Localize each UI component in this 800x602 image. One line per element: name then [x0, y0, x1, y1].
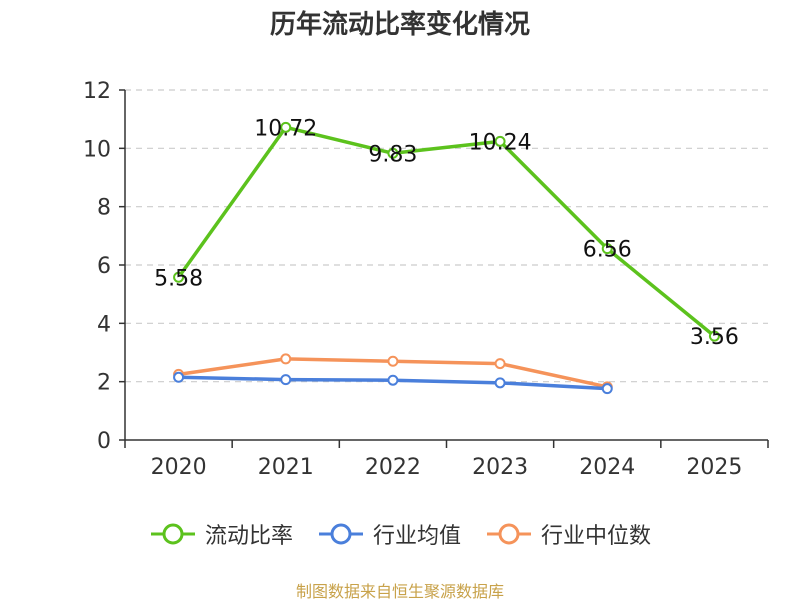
series-0-point-2025	[708, 330, 720, 342]
legend-label-industry-median: 行业中位数	[541, 524, 652, 549]
series-1-point-2022	[387, 374, 399, 386]
x-tick-label-2024: 2024	[579, 455, 635, 480]
series-0-point-2021	[280, 121, 292, 133]
y-tick-label-2: 2	[97, 371, 111, 396]
legend-item-industry-mean[interactable]: 行业均值	[317, 518, 461, 550]
data-label-2020: 5.58	[154, 266, 203, 291]
legend-item-current-ratio[interactable]: 流动比率	[149, 518, 293, 550]
legend-label-industry-mean: 行业均值	[372, 524, 461, 549]
x-tick-label-2021: 2021	[258, 455, 314, 480]
data-label-2021: 10.72	[254, 116, 317, 141]
series-2-point-2021	[280, 353, 292, 365]
legend-item-industry-median[interactable]: 行业中位数	[485, 518, 651, 550]
legend: 流动比率 行业均值 行业中位数	[0, 518, 800, 550]
y-tick-label-6: 6	[97, 254, 111, 279]
series-0-point-2020	[173, 271, 185, 283]
series-0-point-2023	[494, 135, 506, 147]
x-tick-label-2022: 2022	[365, 455, 421, 480]
series-2-point-2023	[494, 358, 506, 370]
series-1-point-2024	[601, 383, 613, 395]
series-line-0	[177, 125, 716, 338]
x-tick-label-2020: 2020	[151, 455, 207, 480]
data-source-note: 制图数据来自恒生聚源数据库	[295, 582, 504, 601]
y-tick-label-0: 0	[97, 429, 111, 454]
data-label-2023: 10.24	[469, 130, 532, 155]
series-1-point-2021	[280, 374, 292, 386]
series-0-point-2024	[601, 243, 613, 255]
series-1-point-2023	[494, 377, 506, 389]
series-2-point-2022	[387, 355, 399, 367]
x-tick-label-2023: 2023	[472, 455, 528, 480]
y-tick-label-10: 10	[83, 137, 111, 162]
y-tick-label-12: 12	[83, 79, 111, 104]
x-tick-label-2025: 2025	[686, 455, 742, 480]
y-tick-label-4: 4	[97, 312, 111, 337]
data-label-2022: 9.83	[368, 142, 417, 167]
chart-title: 历年流动比率变化情况	[269, 10, 530, 40]
legend-marker-current-ratio-icon	[150, 523, 195, 545]
legend-label-current-ratio: 流动比率	[204, 524, 293, 549]
series-1-point-2020	[173, 371, 185, 383]
legend-marker-industry-mean-icon	[318, 523, 363, 545]
y-tick-label-8: 8	[97, 196, 111, 221]
data-label-2024: 6.56	[583, 238, 632, 263]
series-0-point-2022	[387, 147, 399, 159]
data-label-2025: 3.56	[690, 325, 739, 350]
legend-marker-industry-median-icon	[487, 523, 531, 545]
